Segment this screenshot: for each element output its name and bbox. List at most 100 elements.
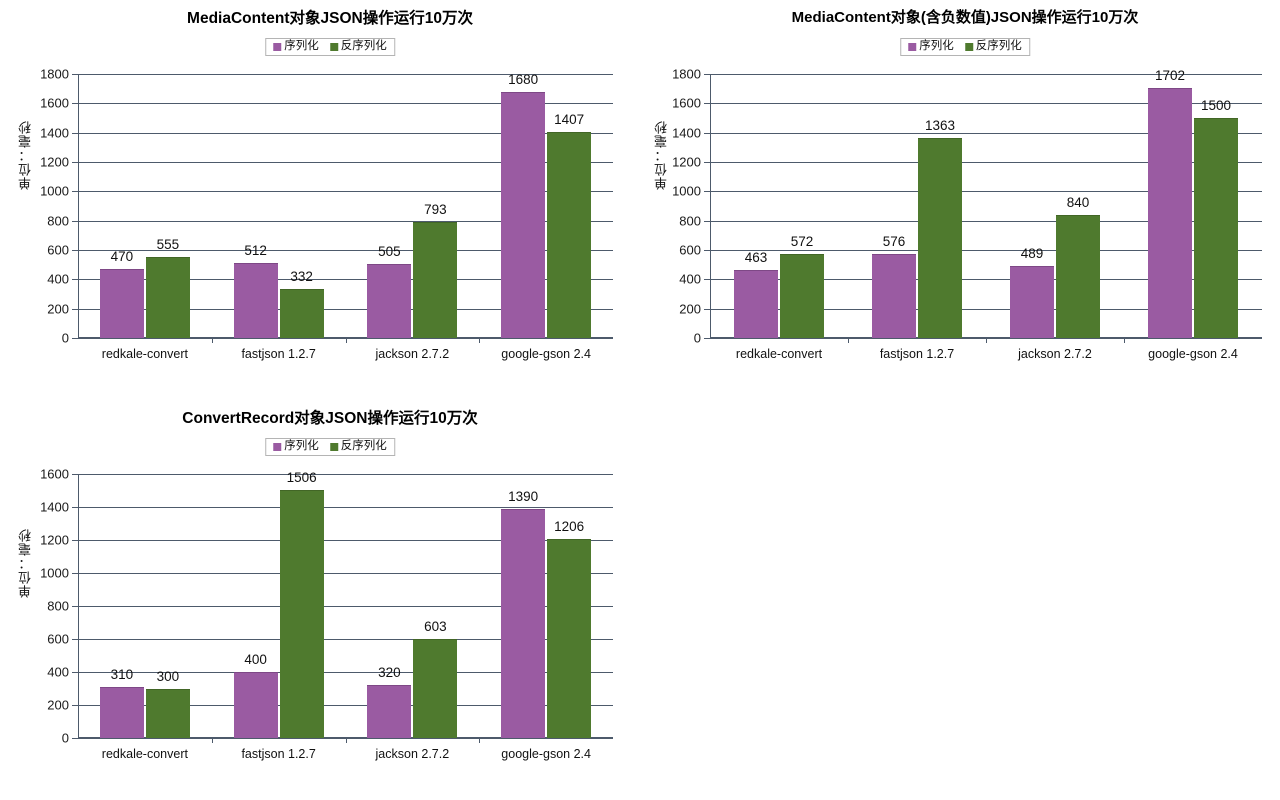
bar-serialize[interactable]: 470: [99, 249, 144, 338]
legend-label-serialize: 序列化: [284, 40, 319, 52]
bar-serialize[interactable]: 512: [233, 243, 278, 338]
gridline: [78, 308, 613, 310]
chart-panel-1: MediaContent对象JSON操作运行10万次 序列化 反序列化 单位：毫…: [0, 0, 660, 400]
x-axis-tick: [1124, 338, 1125, 343]
bar-value-label: 470: [110, 249, 134, 265]
bar-serialize[interactable]: 400: [233, 652, 278, 738]
bar-value-label: 310: [110, 666, 134, 682]
y-axis-tick-label: 1800: [672, 66, 701, 82]
chart-legend: 序列化 反序列化: [265, 38, 395, 56]
bar-value-label: 489: [1020, 246, 1044, 262]
bar-deserialize[interactable]: 1506: [279, 470, 324, 738]
y-axis-tick: [72, 573, 78, 574]
y-axis-tick: [72, 132, 78, 134]
category-group: 489 840 jackson 2.7.2: [986, 74, 1124, 361]
y-axis-tick: [72, 705, 78, 706]
bar-serialize[interactable]: 1702: [1148, 68, 1192, 338]
y-axis-tick-label: 200: [47, 697, 69, 713]
y-axis-tick: [72, 507, 78, 508]
y-axis-tick-label: 0: [61, 730, 69, 746]
category-group: 320 603 jackson 2.7.2: [346, 474, 480, 761]
x-axis-line: [78, 737, 613, 738]
gridline: [78, 191, 613, 193]
y-axis-tick-label: 1000: [40, 183, 69, 199]
y-axis-title: 单位：毫秒: [654, 120, 669, 190]
y-axis-line: [710, 74, 711, 338]
plot: 0 200 400 600 800 1000 1200 1400 1600 1800 463 572 r…: [672, 67, 1262, 361]
x-axis-tick: [479, 738, 481, 743]
y-axis-tick-label: 1200: [672, 154, 701, 170]
y-axis-tick: [704, 191, 710, 193]
bar-deserialize[interactable]: 332: [279, 269, 324, 338]
y-axis-tick: [72, 220, 78, 222]
gridline: [710, 308, 1262, 310]
chart-panel-3: ConvertRecord对象JSON操作运行10万次 序列化 反序列化 单位：…: [0, 400, 660, 800]
gridline: [78, 672, 613, 673]
y-axis-tick: [72, 250, 78, 251]
legend-label-serialize: 序列化: [919, 40, 954, 52]
y-axis-tick: [72, 738, 78, 739]
bar-deserialize[interactable]: 603: [413, 619, 458, 738]
legend-swatch-deserialize: [964, 42, 973, 51]
y-axis-tick-label: 0: [693, 330, 701, 346]
bar-serialize[interactable]: 310: [99, 667, 144, 738]
category-group: 512 332 fastjson 1.2.7: [212, 74, 346, 361]
bar-deserialize[interactable]: 300: [145, 669, 190, 738]
gridline: [710, 220, 1262, 222]
y-axis-tick-label: 600: [679, 242, 701, 258]
gridline: [710, 250, 1262, 251]
bar-serialize[interactable]: 576: [872, 234, 916, 338]
y-axis-tick: [704, 220, 710, 222]
y-axis-tick: [704, 162, 710, 163]
gridline: [78, 474, 613, 475]
bar-serialize[interactable]: 320: [367, 665, 412, 738]
bar-serialize[interactable]: 489: [1010, 246, 1054, 338]
bar-value-label: 320: [378, 665, 401, 681]
y-axis-tick-label: 1200: [40, 532, 69, 548]
bar-serialize[interactable]: 1680: [501, 72, 546, 338]
gridline: [78, 162, 613, 163]
y-axis-tick-label: 400: [47, 271, 69, 287]
bar-deserialize[interactable]: 840: [1056, 195, 1100, 338]
y-axis-tick: [704, 279, 710, 281]
chart-legend: 序列化 反序列化: [265, 438, 395, 456]
x-axis-category-label: google-gson 2.4: [501, 347, 591, 361]
bar-deserialize[interactable]: 555: [145, 237, 190, 338]
bar-value-label: 1363: [924, 118, 956, 134]
y-axis-tick: [704, 103, 710, 105]
y-axis-tick-label: 0: [61, 330, 69, 346]
gridline: [78, 540, 613, 541]
bar-serialize[interactable]: 505: [367, 244, 412, 338]
y-axis-tick-label: 1400: [40, 125, 69, 141]
category-group: 310 300 redkale-convert: [78, 474, 212, 761]
bar-deserialize[interactable]: 1363: [918, 118, 962, 338]
bar-deserialize[interactable]: 572: [780, 234, 824, 338]
y-axis-tick-label: 1000: [672, 183, 701, 199]
bar-serialize[interactable]: 463: [734, 250, 778, 338]
x-axis-category-label: google-gson 2.4: [501, 747, 591, 761]
y-axis-tick: [704, 250, 710, 251]
gridline: [710, 191, 1262, 193]
legend-item-serialize: 序列化: [273, 40, 319, 53]
bar-value-label: 576: [882, 233, 906, 249]
y-axis-tick: [72, 279, 78, 281]
gridline: [78, 606, 613, 607]
plot-area: 0 200 400 600 800 1000 1200 1400 1600 310 300 redka…: [40, 467, 613, 761]
bar-deserialize[interactable]: 1407: [547, 112, 592, 338]
x-axis-line: [710, 337, 1262, 338]
bar-value-label: 505: [378, 243, 401, 259]
chart-title: ConvertRecord对象JSON操作运行10万次: [182, 410, 478, 427]
gridline: [78, 639, 613, 640]
bar-value-label: 1500: [1200, 98, 1232, 113]
bar-deserialize[interactable]: 1500: [1194, 98, 1238, 338]
y-axis-tick-label: 1600: [672, 95, 701, 111]
category-group: 400 1506 fastjson 1.2.7: [212, 470, 346, 761]
gridline: [78, 132, 613, 134]
y-axis-tick: [72, 540, 78, 541]
category-group: 1680 1407 google-gson 2.4: [479, 72, 613, 361]
gridline: [710, 132, 1262, 134]
bar-serialize[interactable]: 1390: [501, 489, 546, 738]
bar-deserialize[interactable]: 793: [413, 202, 458, 338]
y-axis-tick-label: 1400: [40, 499, 69, 515]
bar-deserialize[interactable]: 1206: [547, 519, 592, 738]
